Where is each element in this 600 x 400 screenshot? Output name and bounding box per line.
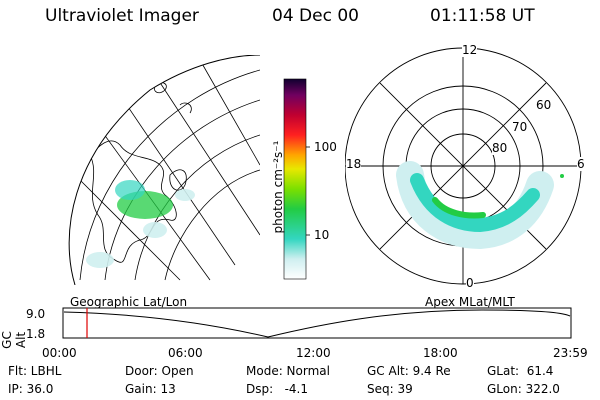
- colorbar-tick-10: 10: [314, 228, 330, 242]
- observation-date: 04 Dec 00: [272, 6, 359, 26]
- colorbar-tick-100: 100: [314, 140, 337, 154]
- mlt-label-0: 0: [466, 276, 474, 290]
- mlt-label-18: 18: [346, 157, 362, 171]
- lat-label-70: 70: [512, 120, 528, 134]
- timeline-y-tick-1-8: 1.8: [26, 327, 46, 341]
- timeline-plot: [62, 307, 572, 339]
- geographic-globe-image: [68, 55, 260, 285]
- colorbar-label: photon cm⁻²s⁻¹: [271, 140, 285, 234]
- door-info: Door: Open: [125, 364, 194, 378]
- timeline-left-title: Geographic Lat/Lon: [70, 295, 188, 309]
- mode-info: Mode: Normal: [246, 364, 330, 378]
- ip-info: IP: 36.0: [8, 382, 54, 396]
- timeline-axis-label: GC Alt: [0, 331, 28, 349]
- lat-label-80: 80: [492, 141, 508, 155]
- seq-info: Seq: 39: [367, 382, 413, 396]
- altitude-curve: [63, 309, 571, 338]
- timeline-y-tick-9: 9.0: [26, 307, 46, 321]
- observation-time: 01:11:58 UT: [430, 6, 535, 26]
- filter-info: Flt: LBHL: [8, 364, 62, 378]
- gc-alt-info: GC Alt: 9.4 Re: [367, 364, 451, 378]
- timeline-right-title: Apex MLat/MLT: [425, 295, 515, 309]
- timeline-x-tick-2359: 23:59: [553, 346, 588, 360]
- mlt-label-6: 6: [577, 157, 585, 171]
- mlt-label-12: 12: [462, 43, 478, 57]
- colorbar: [283, 78, 310, 280]
- polar-mlt-plot: [345, 47, 582, 285]
- lat-label-60: 60: [536, 98, 552, 112]
- instrument-title: Ultraviolet Imager: [45, 6, 199, 26]
- colorbar-gradient: [283, 78, 307, 280]
- glat-info: GLat: 61.4: [487, 364, 554, 378]
- timeline-x-tick-0600: 06:00: [168, 346, 203, 360]
- timeline-x-tick-1800: 18:00: [423, 346, 458, 360]
- glon-info: GLon: 322.0: [487, 382, 560, 396]
- gain-info: Gain: 13: [125, 382, 176, 396]
- timeline-x-tick-0000: 00:00: [42, 346, 77, 360]
- timeline-x-tick-1200: 12:00: [296, 346, 331, 360]
- dsp-info: Dsp: -4.1: [246, 382, 309, 396]
